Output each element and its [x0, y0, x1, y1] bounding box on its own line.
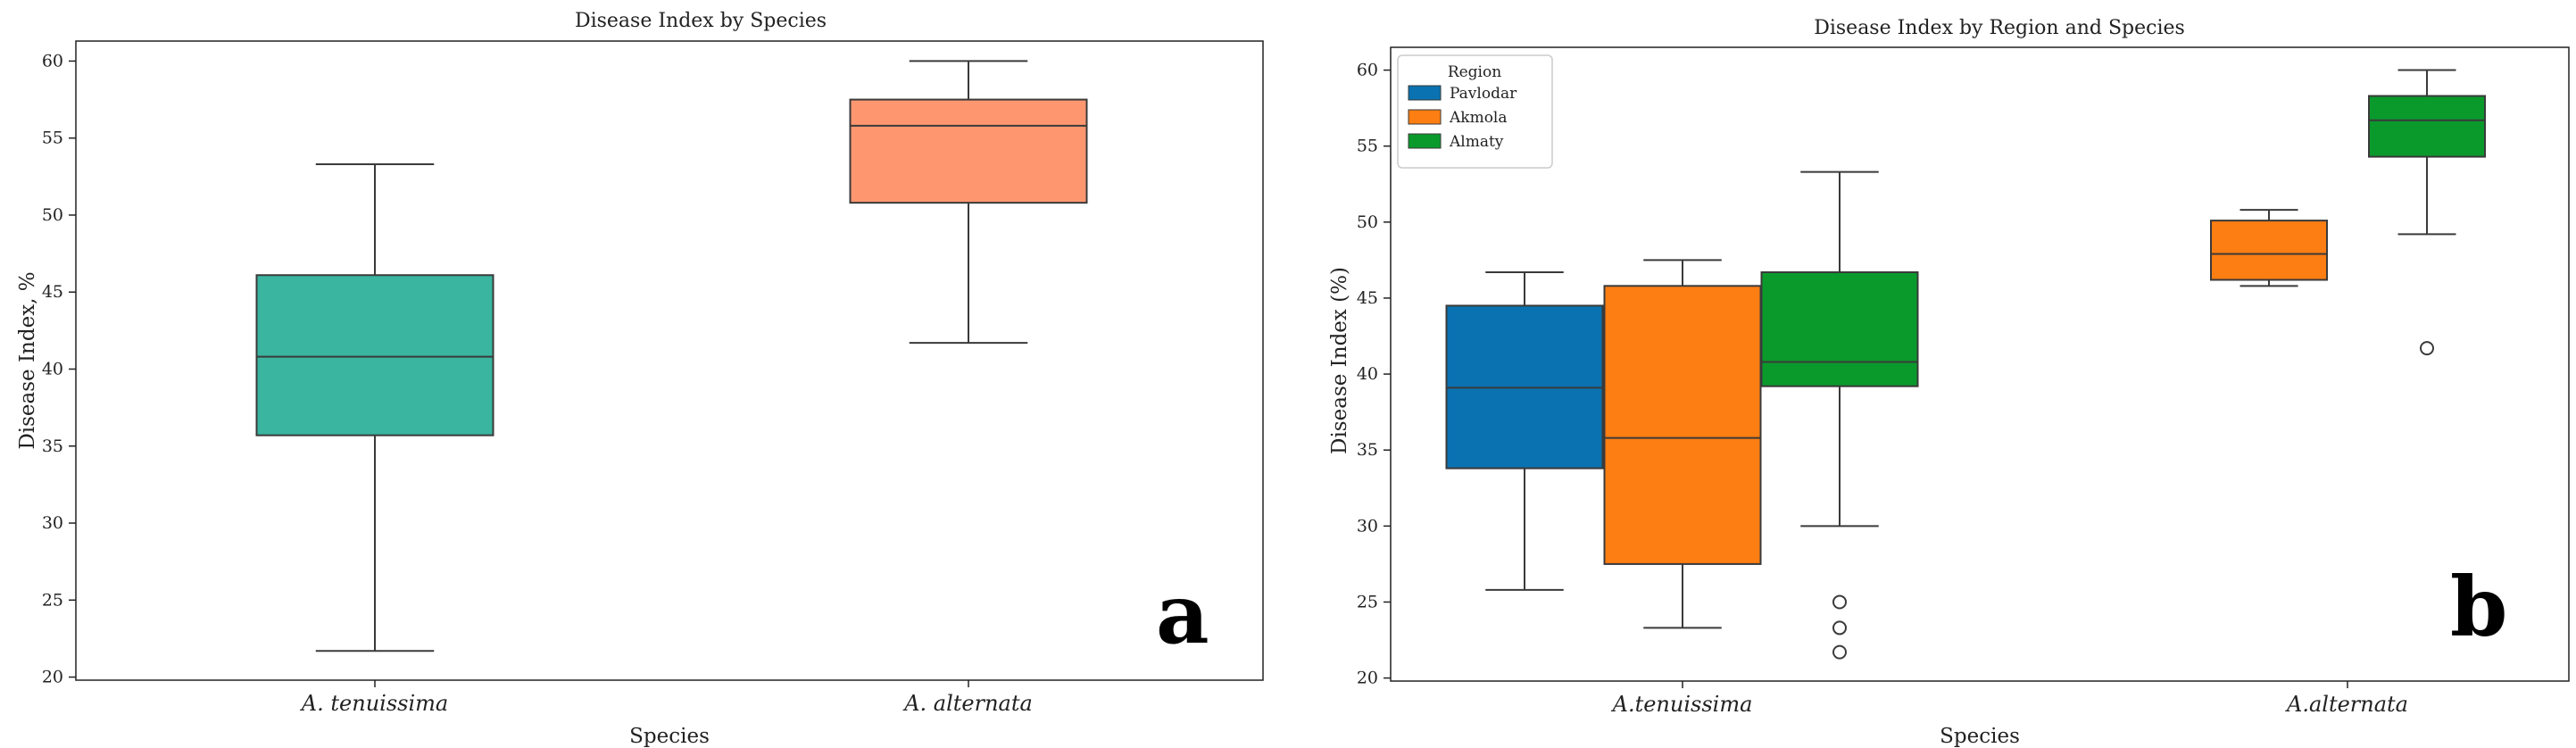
y-tick-label: 55 [1357, 137, 1378, 156]
chart-a: Disease Index by Species 20 25 30 35 40 45 50 5… [16, 10, 1264, 748]
y-tick-label: 40 [1357, 364, 1378, 384]
outlier-point [1832, 594, 1847, 610]
legend-swatch-akmola [1408, 109, 1442, 125]
box-akmola-atenuissima [1603, 259, 1762, 629]
box-almaty-aalternata [2368, 69, 2486, 356]
chart-b-y-ticks: 20 25 30 35 40 45 50 55 60 [1357, 61, 1391, 688]
box-iqr [1760, 270, 1919, 387]
box-atenuissima [255, 163, 494, 652]
box-pavlodar-atenuissima [1445, 270, 1604, 591]
outlier-point [1832, 644, 1847, 660]
y-tick-label: 60 [42, 51, 63, 71]
box-iqr [2210, 220, 2328, 281]
legend-label-almaty: Almaty [1449, 133, 1504, 151]
y-tick-label: 45 [1357, 288, 1378, 308]
chart-b-boxes [1445, 69, 2486, 660]
y-tick-label: 60 [1357, 61, 1378, 80]
chart-b-legend: Region Pavlodar Akmola Almaty [1397, 54, 1553, 169]
chart-a-x-label: Species [629, 725, 710, 748]
legend-label-pavlodar: Pavlodar [1450, 85, 1517, 103]
chart-b-frame [1390, 46, 2570, 682]
chart-b-x-tick-labels: A.tenuissima A.alternata [1611, 681, 2408, 717]
y-tick-label: 30 [42, 513, 63, 533]
y-tick-label: 35 [42, 436, 63, 456]
y-tick-label: 50 [42, 205, 63, 225]
chart-b-title: Disease Index by Region and Species [1814, 17, 2185, 39]
legend-label-akmola: Akmola [1449, 109, 1508, 127]
outlier-point [1832, 620, 1847, 636]
chart-a-x-tick-labels: A. tenuissima A. alternata [300, 680, 1033, 716]
y-tick-label: 35 [1357, 440, 1378, 460]
y-tick-label: 25 [1357, 592, 1378, 611]
y-tick-label: 50 [1357, 212, 1378, 232]
y-tick-label: 20 [42, 668, 63, 687]
chart-b-panel-label: b [2450, 559, 2507, 655]
box-iqr [1603, 285, 1762, 565]
y-tick-label: 40 [42, 359, 63, 378]
legend-swatch-pavlodar [1408, 85, 1442, 101]
chart-a-title: Disease Index by Species [575, 10, 827, 32]
y-tick-label: 30 [1357, 516, 1378, 536]
chart-a-panel-label: a [1156, 566, 1209, 662]
box-iqr [2368, 95, 2486, 158]
legend-items: Pavlodar Akmola Almaty [1408, 85, 1517, 151]
x-tick-label: A.alternata [2285, 692, 2408, 717]
outlier-point [2420, 341, 2434, 356]
y-tick-label: 20 [1357, 669, 1378, 688]
chart-a-y-ticks: 20 25 30 35 40 45 50 55 60 [42, 51, 76, 687]
y-tick-label: 45 [42, 282, 63, 302]
y-tick-label: 25 [42, 590, 63, 610]
chart-b-x-label: Species [1940, 725, 2020, 748]
chart-b-y-label: Disease Index (%) [1328, 267, 1351, 454]
x-tick-label: A. alternata [902, 691, 1033, 716]
box-almaty-atenuissima [1760, 170, 1919, 660]
x-tick-label: A. tenuissima [300, 691, 448, 716]
chart-a-y-label: Disease Index, % [16, 271, 39, 449]
box-akmola-aalternata [2210, 209, 2328, 287]
box-aalternata [849, 60, 1088, 345]
chart-a-boxes [255, 60, 1088, 652]
legend-swatch-almaty [1408, 133, 1442, 149]
legend-title: Region [1448, 63, 1501, 81]
chart-b: Disease Index by Region and Species 20 25… [1328, 17, 2570, 748]
box-iqr [255, 274, 494, 436]
y-tick-label: 55 [42, 129, 63, 148]
chart-a-frame [75, 40, 1264, 681]
box-iqr [849, 98, 1088, 204]
x-tick-label: A.tenuissima [1611, 692, 1753, 717]
